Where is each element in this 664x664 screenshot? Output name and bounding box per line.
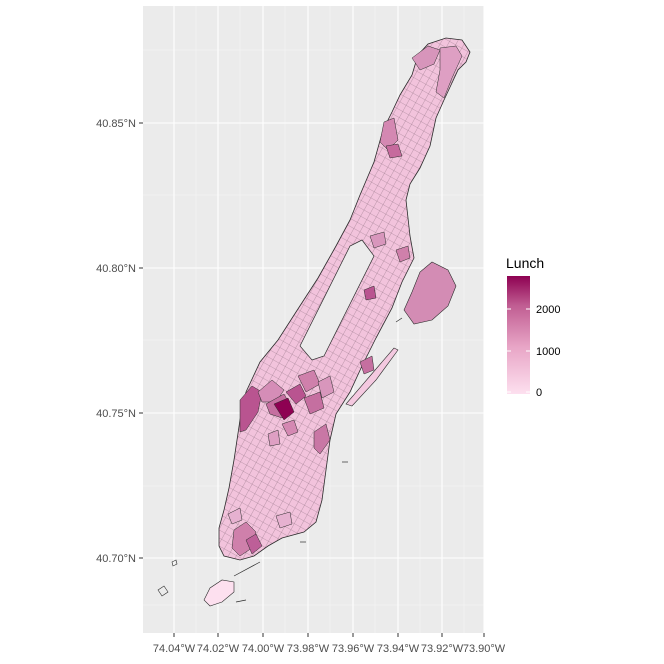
x-tick-label: 73.90°W [463,643,506,655]
manhattan-map [157,37,471,607]
x-tick-label: 73.94°W [377,643,420,655]
x-tick-label: 73.96°W [332,643,375,655]
x-tick-label: 73.98°W [287,643,330,655]
legend-colorbar [507,276,530,394]
y-tick-label: 40.75°N [96,408,136,420]
y-tick-label: 40.70°N [96,553,136,565]
liberty-island [157,585,169,597]
small-island [171,559,178,567]
x-axis: 74.04°W 74.02°W 74.00°W 73.98°W 73.96°W … [153,633,506,655]
legend-title: Lunch [506,255,544,271]
x-tick-label: 73.92°W [421,643,464,655]
roosevelt-island [345,347,399,407]
x-tick-label: 74.00°W [242,643,285,655]
governors-island [203,579,235,607]
x-tick-label: 74.02°W [197,643,240,655]
randalls-island [403,261,457,325]
y-axis: 40.85°N 40.80°N 40.75°N 40.70°N [96,118,143,565]
legend-break-label: 0 [536,387,542,399]
x-tick-label: 74.04°W [153,643,196,655]
legend-break-label: 1000 [536,346,560,358]
piers [233,317,403,603]
y-tick-label: 40.85°N [96,118,136,130]
high-value-tracts [227,45,463,557]
central-park [299,239,375,361]
y-tick-label: 40.80°N [96,263,136,275]
legend: Lunch 0 1000 2000 [506,255,560,399]
legend-break-label: 2000 [536,304,560,316]
